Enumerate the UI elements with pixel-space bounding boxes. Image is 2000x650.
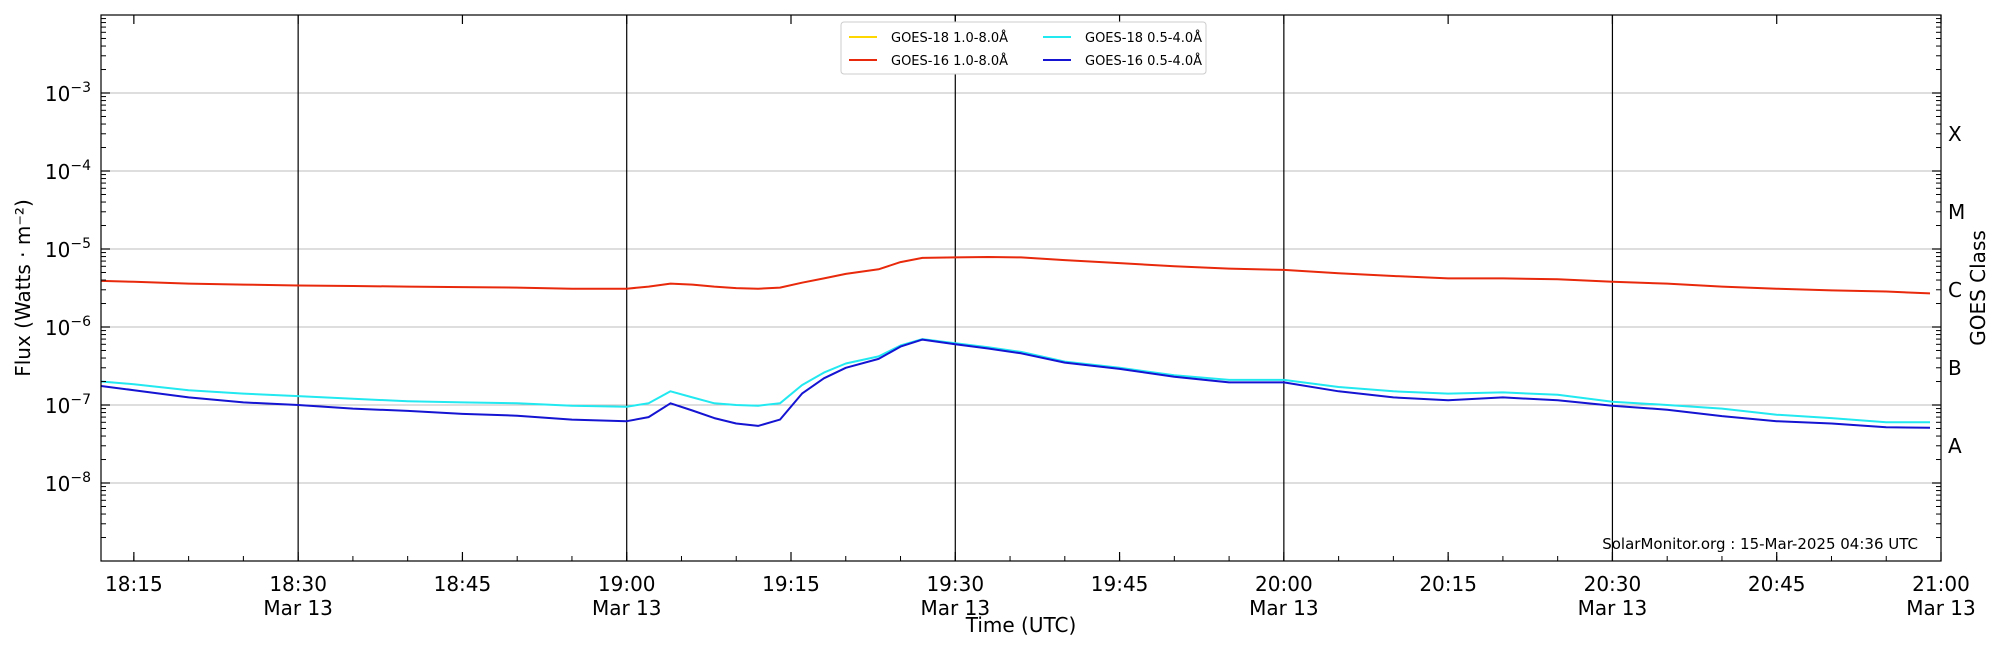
goes-class-label: C [1948, 278, 1962, 302]
grid-lines [101, 92, 1941, 484]
x-axis-title: Time (UTC) [965, 613, 1077, 637]
x-tick-date-label: Mar 13 [1906, 596, 1976, 620]
goes-class-label: A [1948, 434, 1962, 458]
y-tick-label: 10−7 [45, 392, 91, 418]
legend-entry: GOES-16 1.0-8.0Å [891, 53, 1008, 69]
x-tick-date-label: Mar 13 [592, 596, 662, 620]
goes-class-labels: A B C M X [1948, 122, 1965, 458]
legend-entry: GOES-18 1.0-8.0Å [891, 30, 1008, 46]
x-tick-label: 19:45 [1091, 572, 1149, 596]
plot-frame [100, 14, 1942, 562]
legend-entry: GOES-16 0.5-4.0Å [1085, 53, 1202, 69]
x-tick-label: 18:45 [434, 572, 492, 596]
x-tick-date-label: Mar 13 [263, 596, 333, 620]
vertical-day-lines [297, 15, 1614, 561]
x-tick-date-label: Mar 13 [1578, 596, 1648, 620]
x-tick-label: 18:15 [105, 572, 163, 596]
right-axis-title: GOES Class [1966, 230, 1990, 346]
legend-box [840, 21, 1207, 75]
x-tick-label: 21:00 [1912, 572, 1970, 596]
x-tick-label: 20:30 [1584, 572, 1642, 596]
x-tick-label: 18:30 [269, 572, 327, 596]
y-tick-label: 10−6 [45, 314, 91, 340]
series-line [100, 256, 1931, 295]
goes-class-label: X [1948, 122, 1962, 146]
goes-class-label: B [1948, 356, 1962, 380]
y-tick-label: 10−3 [45, 80, 91, 106]
x-tick-label: 20:00 [1255, 572, 1313, 596]
x-tick-label: 20:45 [1748, 572, 1806, 596]
y-axis-ticks: 10−8 10−7 10−6 10−5 10−4 10−3 [45, 18, 1941, 539]
credit-text: SolarMonitor.org : 15-Mar-2025 04:36 UTC [1602, 535, 1918, 553]
x-tick-label: 19:15 [762, 572, 820, 596]
x-tick-label: 19:30 [926, 572, 984, 596]
y-tick-label: 10−5 [45, 236, 91, 262]
y-axis-title: Flux (Watts · m⁻²) [11, 199, 35, 377]
x-tick-date-label: Mar 13 [921, 596, 991, 620]
x-tick-label: 19:00 [598, 572, 656, 596]
y-tick-label: 10−8 [45, 470, 91, 496]
series-line [100, 338, 1930, 424]
x-tick-date-label: Mar 13 [1249, 596, 1319, 620]
y-tick-label: 10−4 [45, 158, 91, 184]
series-lines [100, 256, 1931, 429]
legend: GOES-18 1.0-8.0Å GOES-16 1.0-8.0Å GOES-18 … [840, 21, 1207, 75]
goes-class-label: M [1948, 200, 1965, 224]
legend-entry: GOES-18 0.5-4.0Å [1085, 30, 1202, 46]
series-line [100, 338, 1931, 429]
x-tick-label: 20:15 [1419, 572, 1477, 596]
